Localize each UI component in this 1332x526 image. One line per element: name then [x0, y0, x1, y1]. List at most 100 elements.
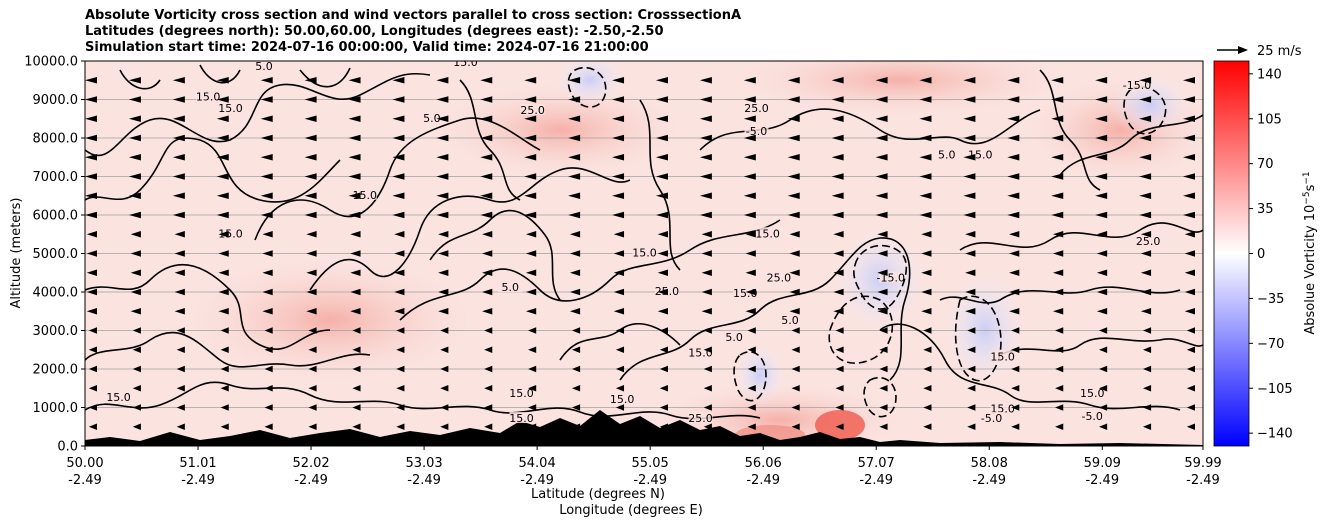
- wind-vector: [480, 154, 493, 161]
- contour-line: [619, 237, 911, 381]
- wind-vector: [172, 211, 185, 219]
- colorbar-tick-label: 0: [1257, 247, 1265, 262]
- wind-vector: [571, 385, 581, 392]
- wind-vector: [306, 288, 317, 296]
- wind-vector: [615, 423, 625, 430]
- wind-vector: [659, 385, 668, 392]
- wind-vector: [128, 96, 141, 103]
- wind-vector: [304, 192, 317, 199]
- wind-vector: [568, 192, 581, 199]
- wind-vector: [571, 327, 581, 334]
- wind-vector: [699, 96, 712, 103]
- wind-vector: [921, 308, 932, 315]
- wind-vector: [833, 308, 844, 315]
- colorbar-tick-label: 140: [1257, 67, 1282, 82]
- wind-vector: [220, 404, 229, 411]
- wind-vector: [85, 77, 97, 84]
- wind-vector: [260, 192, 273, 199]
- wind-vector: [525, 269, 537, 276]
- contour-label: 15.0: [610, 393, 635, 406]
- y-tick-label: 0.0: [57, 440, 78, 455]
- wind-vector: [1095, 173, 1108, 180]
- wind-vector: [877, 308, 888, 315]
- wind-vector: [613, 288, 625, 296]
- wind-vector: [877, 250, 888, 257]
- wind-vector: [1011, 385, 1020, 392]
- wind-vector: [879, 365, 888, 373]
- wind-vector: [440, 423, 449, 430]
- wind-vector: [612, 192, 625, 199]
- wind-vector: [787, 192, 800, 199]
- negative-contour-line: [954, 295, 1002, 382]
- wind-vector: [787, 154, 800, 161]
- wind-vector: [923, 327, 932, 334]
- wind-vector: [655, 77, 668, 84]
- wind-vector: [875, 134, 888, 142]
- wind-vector: [128, 134, 141, 142]
- contour-label-background: [990, 350, 1015, 362]
- colorbar-tick-label: 70: [1257, 157, 1274, 172]
- wind-vector: [967, 365, 976, 373]
- wind-vector: [1099, 327, 1108, 334]
- wind-vector: [176, 327, 185, 334]
- wind-vector: [308, 346, 317, 353]
- wind-vector: [699, 134, 712, 142]
- contour-label-background: [218, 102, 243, 114]
- wind-vector: [1140, 308, 1152, 315]
- wind-vector: [216, 173, 229, 180]
- wind-vector: [436, 134, 449, 142]
- wind-vector: [262, 308, 273, 315]
- wind-vector: [525, 308, 537, 315]
- wind-vector: [965, 269, 976, 276]
- wind-vector: [264, 423, 273, 430]
- wind-vector: [396, 346, 405, 353]
- contour-label: 25.0: [1136, 235, 1161, 248]
- wind-vector: [262, 288, 273, 296]
- wind-vector: [86, 269, 97, 276]
- wind-vector: [88, 327, 97, 334]
- wind-vector: [615, 404, 625, 411]
- contour-label-background: [778, 313, 803, 325]
- wind-vector: [569, 269, 581, 276]
- wind-vector: [308, 385, 317, 392]
- wind-vector: [1011, 365, 1020, 373]
- x-axis-label-latitude: Latitude (degrees N): [531, 487, 665, 502]
- wind-vector: [1140, 250, 1152, 257]
- wind-vector: [963, 154, 976, 161]
- wind-vector: [612, 96, 625, 103]
- wind-vector: [791, 423, 800, 430]
- contour-line: [119, 64, 351, 90]
- wind-vector: [128, 173, 141, 180]
- wind-vector: [879, 346, 888, 353]
- wind-vector: [875, 115, 888, 122]
- wind-vector: [877, 288, 888, 296]
- wind-vector: [88, 365, 97, 373]
- contour-line: [1039, 69, 1101, 191]
- wind-vector: [482, 250, 493, 257]
- wind-vector: [743, 211, 756, 219]
- contour-label-background: [352, 188, 377, 200]
- wind-vector: [835, 404, 844, 411]
- x-tick-label-latitude: 59.99: [1184, 456, 1221, 471]
- wind-vector: [568, 96, 581, 103]
- wind-vector: [220, 346, 229, 353]
- wind-vector: [1007, 211, 1020, 219]
- wind-vector: [352, 385, 361, 392]
- colorbar-tick-label: 35: [1257, 202, 1274, 217]
- contour-label-background: [878, 271, 903, 283]
- wind-vector: [260, 96, 273, 103]
- wind-vector: [1055, 385, 1064, 392]
- wind-vector: [699, 211, 712, 219]
- wind-vector: [524, 77, 537, 84]
- wind-vector: [392, 211, 405, 219]
- wind-vector: [923, 385, 932, 392]
- quiver-key-label: 25 m/s: [1257, 44, 1302, 59]
- wind-vector: [130, 288, 141, 296]
- contour-line: [309, 167, 631, 291]
- y-tick-label: 6000.0: [33, 209, 79, 224]
- wind-vector: [791, 327, 800, 334]
- contour-label-background: [509, 387, 534, 399]
- wind-vector: [703, 327, 712, 334]
- wind-vector: [438, 308, 449, 315]
- contour-line: [85, 72, 431, 157]
